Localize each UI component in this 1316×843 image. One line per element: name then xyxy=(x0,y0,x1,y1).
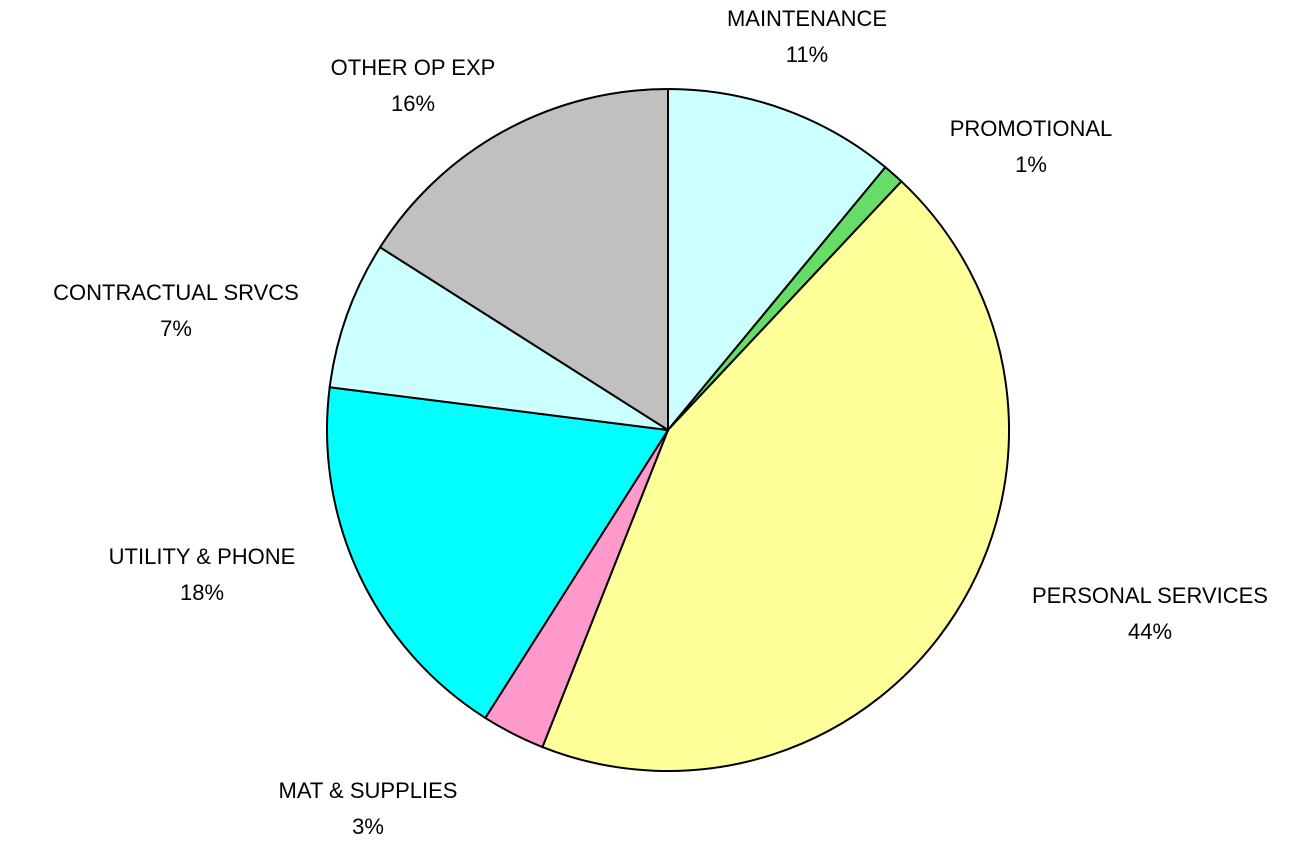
pie-slice xyxy=(378,87,669,432)
slice-label: MAT & SUPPLIES xyxy=(279,778,458,803)
slice-value-label: 3% xyxy=(352,814,384,838)
slice-label: PERSONAL SERVICES xyxy=(1032,583,1268,608)
slice-value-label: 44% xyxy=(1128,619,1172,644)
pie-slice xyxy=(541,180,1010,772)
pie-slice xyxy=(326,386,670,720)
slice-value-label: 18% xyxy=(180,580,224,605)
slice-label: CONTRACTUAL SRVCS xyxy=(53,280,299,305)
slice-label: OTHER OP EXP xyxy=(331,55,496,80)
pie-slice xyxy=(328,245,669,431)
slice-value-label: 1% xyxy=(1015,152,1047,177)
slice-value-label: 7% xyxy=(160,316,192,341)
slice-label: MAINTENANCE xyxy=(727,6,887,31)
slice-value-label: 11% xyxy=(786,42,828,67)
slice-label: PROMOTIONAL xyxy=(950,116,1113,141)
slice-label: UTILITY & PHONE xyxy=(109,544,296,569)
pie-slice xyxy=(667,87,887,433)
slice-value-label: 16% xyxy=(391,91,435,116)
